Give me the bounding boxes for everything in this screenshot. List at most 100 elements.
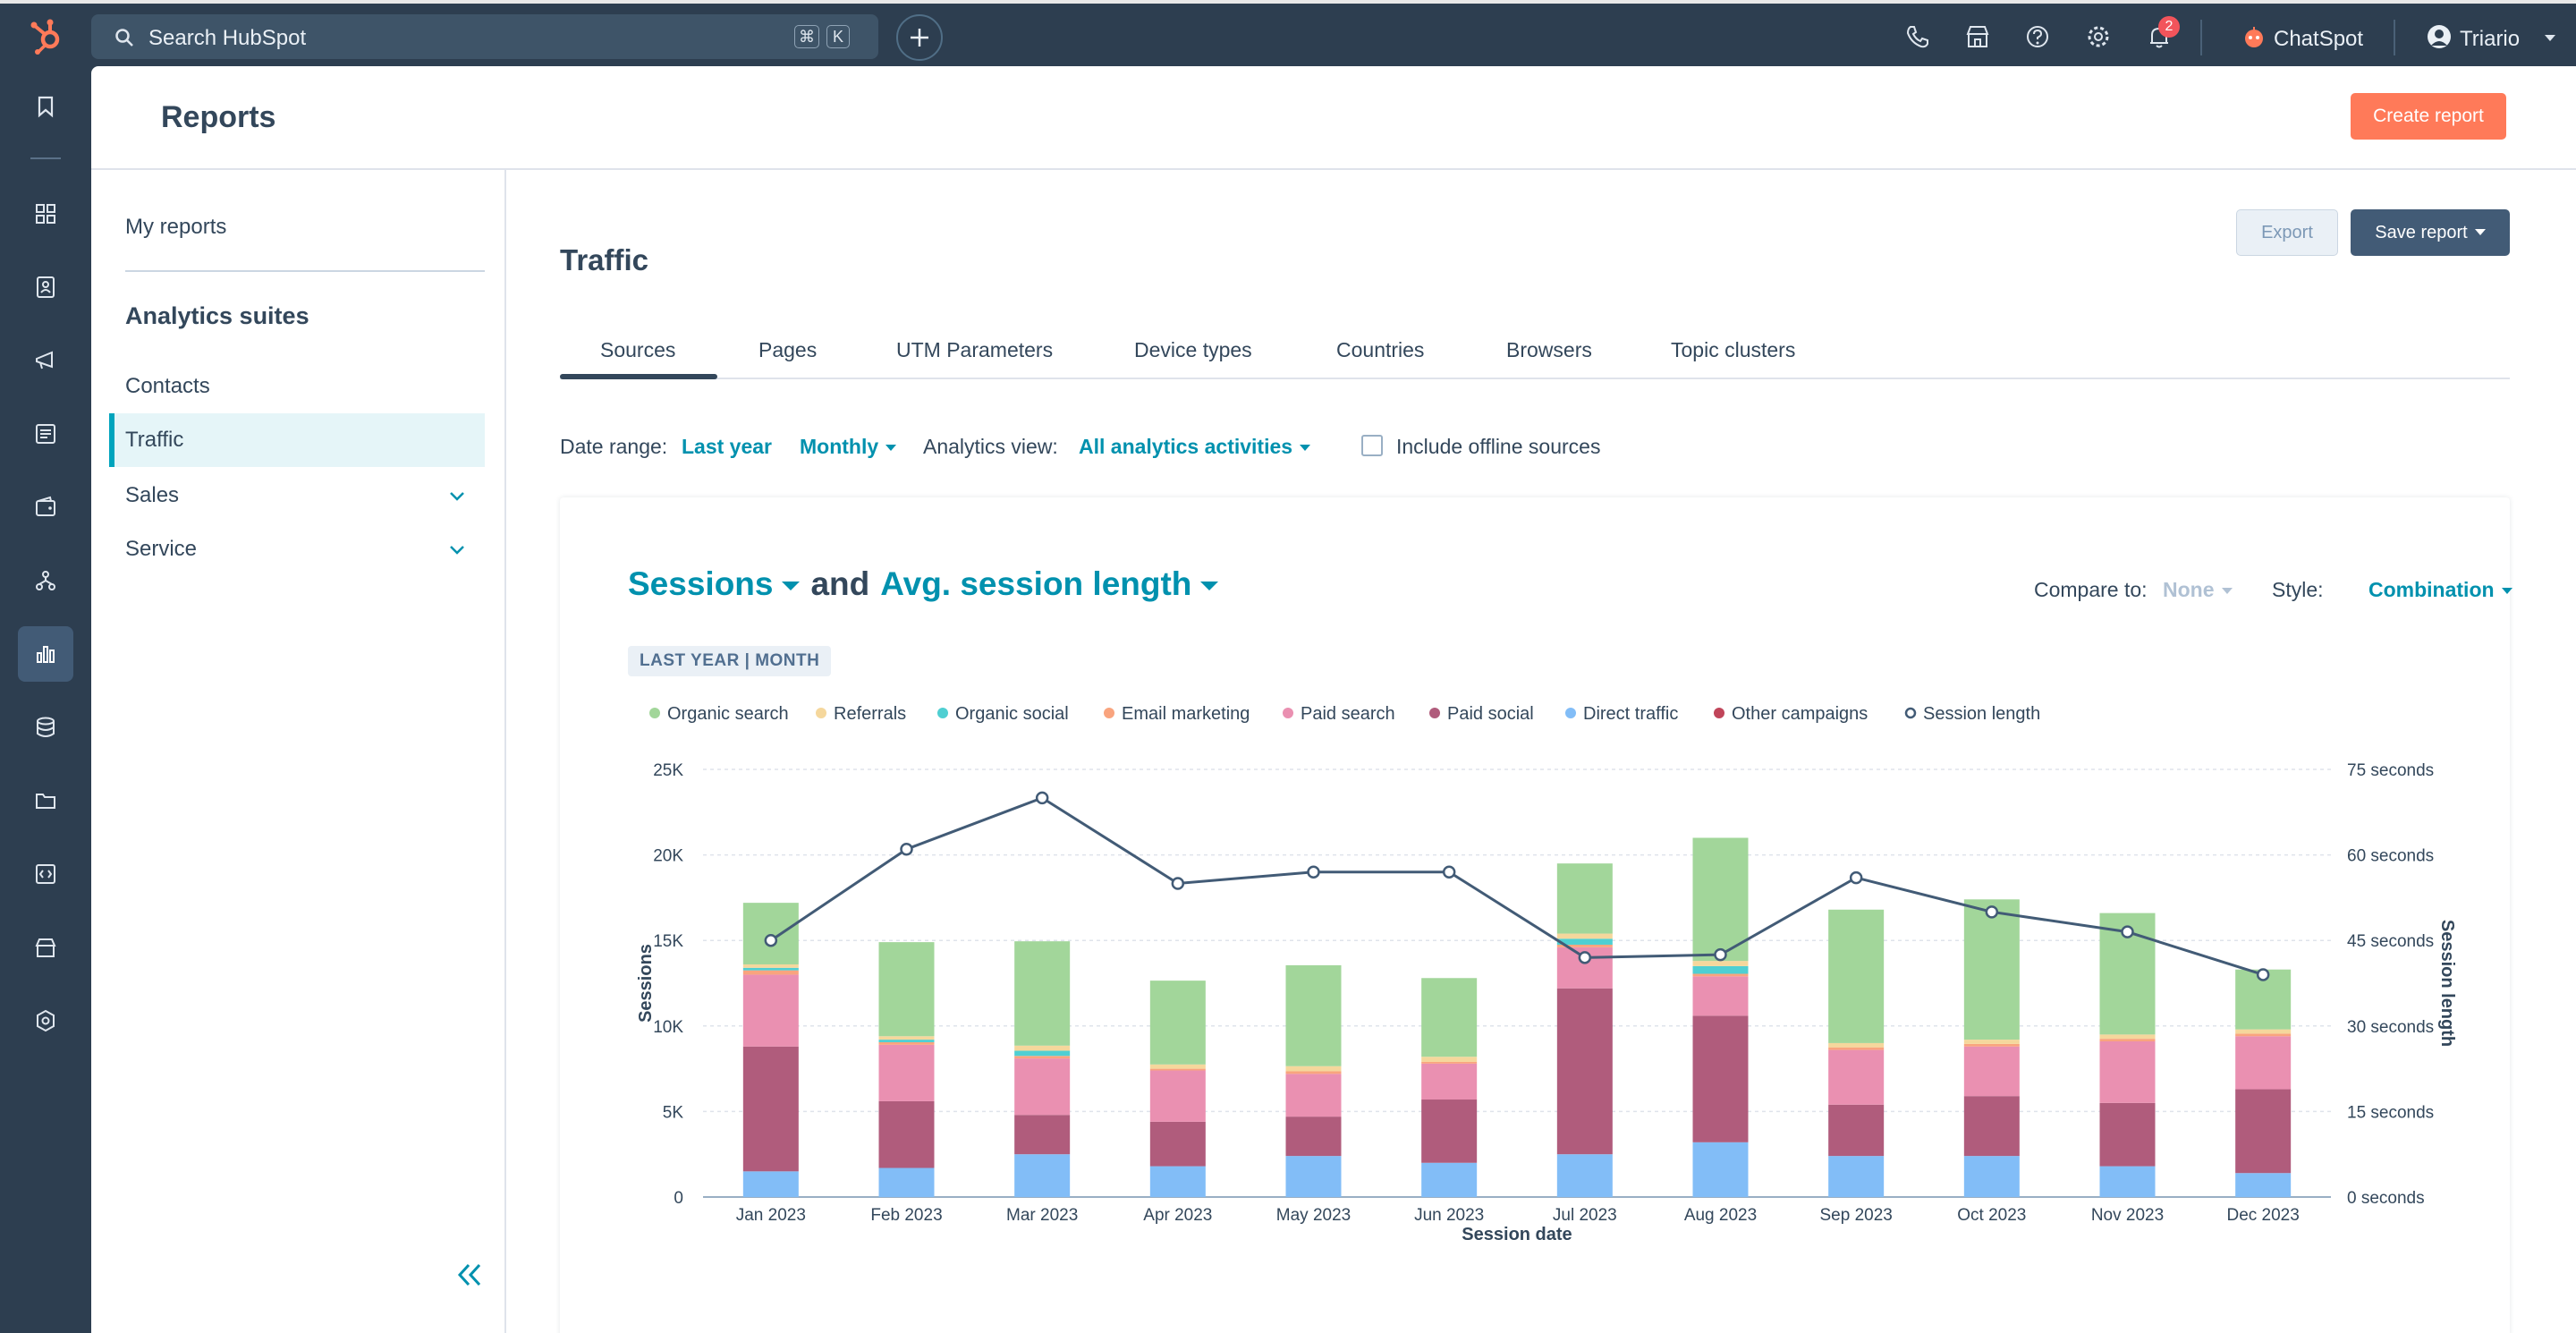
collapse-sidebar-icon[interactable] <box>454 1260 485 1290</box>
chevron-down-icon[interactable] <box>447 487 467 506</box>
sidebar-item-service[interactable]: Service <box>109 522 485 576</box>
bar-segment <box>1963 1043 2020 1047</box>
hubspot-logo-icon[interactable] <box>27 16 66 55</box>
bar-segment <box>878 1041 935 1045</box>
create-report-button[interactable]: Create report <box>2351 93 2506 140</box>
bar-segment <box>1556 988 1613 1155</box>
bookmarks-icon[interactable] <box>29 89 63 123</box>
caret-down-icon <box>2501 588 2512 595</box>
tab-device-types[interactable]: Device types <box>1134 338 1252 361</box>
settings-gear-icon[interactable] <box>2085 23 2112 50</box>
active-tab-indicator <box>560 374 717 379</box>
legend-label: Email marketing <box>1122 704 1250 724</box>
style-value: Combination <box>2368 578 2495 601</box>
bar-segment <box>2235 1173 2292 1197</box>
y-tick-label: 25K <box>653 761 683 780</box>
include-offline-checkbox[interactable] <box>1361 435 1383 456</box>
help-icon[interactable] <box>2024 23 2051 50</box>
include-offline-label[interactable]: Include offline sources <box>1396 435 1601 458</box>
my-reports-link[interactable]: My reports <box>125 215 227 239</box>
bar-segment <box>1149 981 1206 1065</box>
contacts-icon[interactable] <box>29 270 63 304</box>
left-navigation-rail <box>0 66 91 1333</box>
commerce-wallet-icon[interactable] <box>29 490 63 524</box>
search-input[interactable]: Search HubSpot ⌘ K <box>91 14 878 59</box>
sidebar-item-traffic[interactable]: Traffic <box>109 413 485 467</box>
bar-segment <box>742 1171 799 1197</box>
legend-marker <box>1565 708 1576 718</box>
bar-segment <box>1285 1071 1342 1074</box>
bar-segment <box>1014 1050 1071 1057</box>
search-placeholder: Search HubSpot <box>148 26 307 50</box>
sidebar-item-contacts[interactable]: Contacts <box>109 360 485 413</box>
bar-segment <box>2099 1166 2156 1197</box>
x-tick-label: Jun 2023 <box>1414 1206 1484 1225</box>
tab-topic-clusters[interactable]: Topic clusters <box>1671 338 1796 361</box>
save-report-button[interactable]: Save report <box>2351 209 2510 256</box>
save-report-label: Save report <box>2375 222 2468 242</box>
report-tabs: Sources Pages UTM Parameters Device type… <box>560 329 2510 379</box>
tab-countries[interactable]: Countries <box>1336 338 1425 361</box>
tab-browsers[interactable]: Browsers <box>1506 338 1592 361</box>
tab-sources[interactable]: Sources <box>600 338 676 361</box>
library-folder-icon[interactable] <box>29 784 63 818</box>
caret-down-icon <box>1300 445 1311 452</box>
y-axis-title: Sessions <box>636 944 656 1023</box>
marketing-megaphone-icon[interactable] <box>29 344 63 378</box>
report-content: Traffic Export Save report Sources Pages… <box>506 170 2576 1333</box>
chatspot-button[interactable]: ChatSpot <box>2241 25 2363 52</box>
reporting-bar-chart-icon[interactable] <box>18 626 73 682</box>
style-dropdown[interactable]: Combination <box>2368 578 2512 602</box>
bar-segment <box>1421 1162 1478 1197</box>
y2-tick-label: 60 seconds <box>2347 847 2434 866</box>
compare-to-dropdown[interactable]: None <box>2163 578 2233 602</box>
marketplace-store-icon[interactable] <box>29 930 63 964</box>
bar-segment <box>878 942 935 1037</box>
sessions-combination-chart: Organic search Referrals Organic social Ema… <box>636 704 2457 1244</box>
tab-utm-parameters[interactable]: UTM Parameters <box>896 338 1054 361</box>
legend-label: Paid search <box>1301 704 1395 724</box>
date-range-dropdown[interactable]: Last year <box>682 435 773 458</box>
y2-tick-label: 15 seconds <box>2347 1103 2434 1122</box>
bar-segment <box>1556 863 1613 934</box>
workspaces-icon[interactable] <box>29 197 63 231</box>
data-management-database-icon[interactable] <box>29 710 63 744</box>
analytics-view-dropdown[interactable]: All analytics activities <box>1079 435 1311 459</box>
x-tick-label: Nov 2023 <box>2091 1206 2164 1225</box>
plus-icon <box>911 29 928 47</box>
x-tick-label: Jan 2023 <box>736 1206 806 1225</box>
automation-icon[interactable] <box>29 564 63 598</box>
bar-segment <box>1963 1096 2020 1157</box>
primary-metric-dropdown[interactable]: Sessions <box>628 565 801 602</box>
content-icon[interactable] <box>29 417 63 451</box>
chatspot-icon <box>2245 27 2263 47</box>
line-point <box>1849 870 1863 885</box>
export-button[interactable]: Export <box>2236 209 2338 256</box>
keyboard-shortcut-k: K <box>826 25 850 48</box>
bar-segment <box>1828 1104 1885 1157</box>
reports-sidebar: My reports Analytics suites Contacts Tra… <box>91 170 506 1333</box>
frequency-dropdown[interactable]: Monthly <box>800 435 897 459</box>
secondary-metric-dropdown[interactable]: Avg. session length <box>880 565 1219 602</box>
sidebar-item-sales[interactable]: Sales <box>109 469 485 522</box>
development-code-icon[interactable] <box>29 857 63 891</box>
tab-pages[interactable]: Pages <box>758 338 818 361</box>
bar-segment <box>878 1040 935 1042</box>
account-settings-icon[interactable] <box>29 1004 63 1038</box>
quick-create-button[interactable] <box>896 14 943 61</box>
y2-tick-label: 45 seconds <box>2347 932 2434 951</box>
line-point <box>900 842 913 856</box>
marketplace-icon[interactable] <box>1964 23 1991 50</box>
secondary-metric-label: Avg. session length <box>880 565 1192 602</box>
user-avatar-icon <box>2428 25 2451 48</box>
phone-icon[interactable] <box>1904 23 1931 50</box>
x-tick-label: Jul 2023 <box>1553 1206 1617 1225</box>
filter-bar: Date range: Last year Monthly Analytics … <box>560 431 2528 463</box>
chevron-down-icon[interactable] <box>447 540 467 560</box>
user-account-menu[interactable]: Triario <box>2426 23 2555 52</box>
page-header: Reports Create report <box>91 66 2576 170</box>
bar-segment <box>2099 1039 2156 1042</box>
bar-segment <box>1963 1040 2020 1044</box>
line-point <box>1171 877 1185 890</box>
bar-segment <box>1285 964 1342 1066</box>
